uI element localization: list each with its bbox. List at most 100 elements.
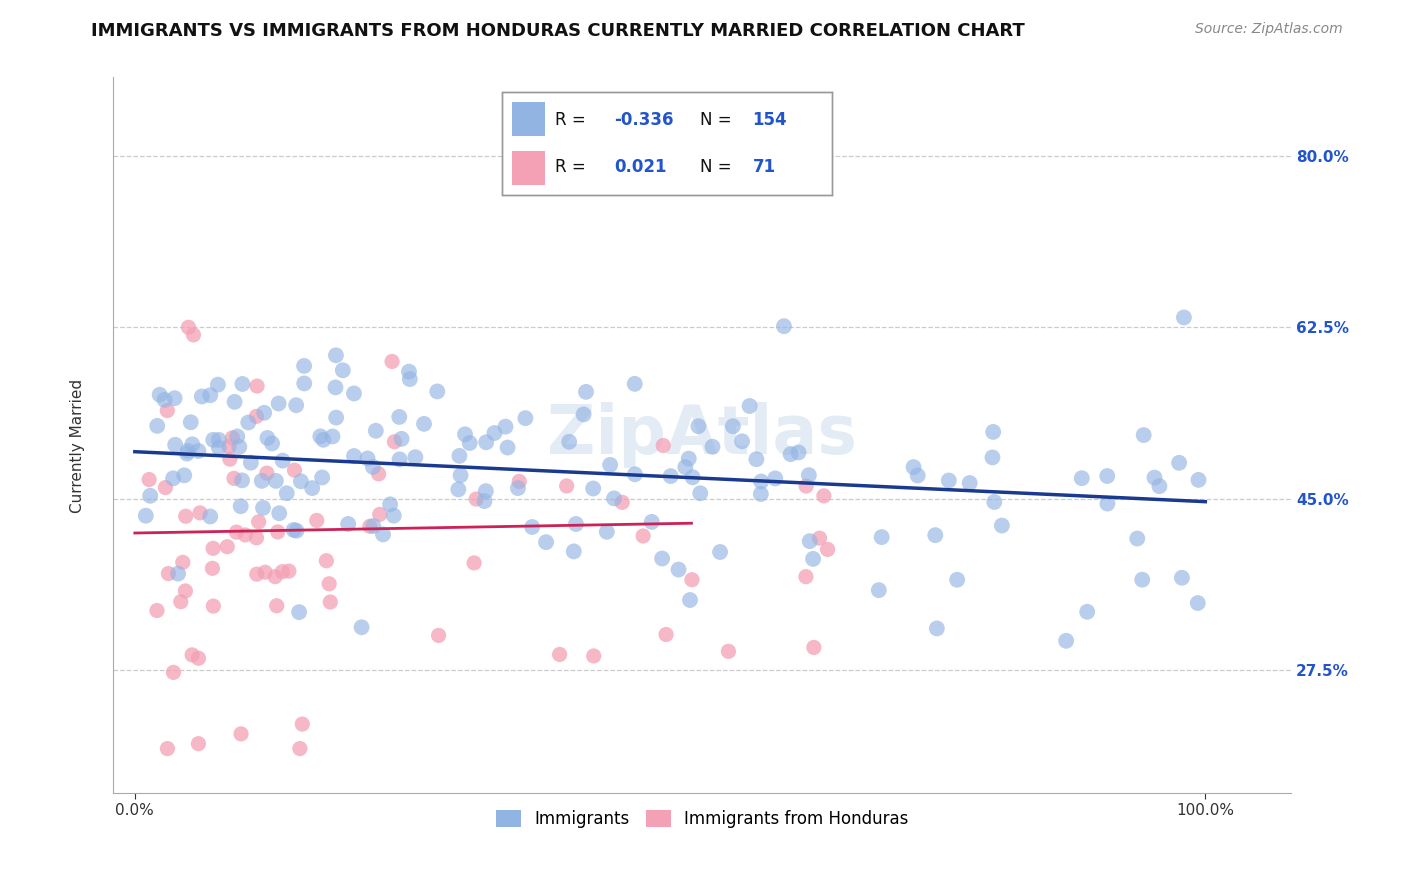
Point (332, 363, 354, 377)
Point (384, 434, 406, 449)
Point (157, 566, 180, 581)
Point (174, 584, 197, 599)
Point (245, 409, 267, 424)
Point (139, 489, 162, 503)
Point (271, 565, 294, 579)
Point (572, 408, 595, 422)
Point (264, 570, 287, 584)
Point (678, 451, 700, 466)
Point (673, 460, 696, 475)
Point (207, 377, 229, 392)
Point (267, 524, 290, 539)
Point (172, 555, 194, 569)
Point (924, 528, 946, 542)
Point (681, 573, 703, 587)
Point (413, 417, 436, 431)
Point (167, 566, 190, 581)
Point (183, 327, 205, 342)
Point (763, 471, 786, 485)
Point (149, 388, 172, 402)
Point (311, 470, 333, 484)
Point (903, 460, 925, 475)
Point (496, 441, 519, 455)
Point (250, 474, 273, 488)
Point (309, 429, 332, 443)
Point (156, 403, 179, 417)
Point (631, 529, 654, 543)
Point (162, 665, 184, 680)
Point (315, 554, 337, 568)
Point (277, 564, 299, 578)
Point (799, 534, 821, 549)
Point (162, 471, 184, 485)
Point (454, 427, 477, 442)
Point (624, 467, 647, 482)
Point (484, 425, 506, 440)
Point (1126, 532, 1149, 546)
Point (1130, 573, 1153, 587)
Point (187, 444, 209, 458)
Point (1097, 497, 1119, 511)
Point (356, 451, 378, 466)
Point (283, 523, 305, 537)
Point (224, 395, 246, 409)
Point (398, 365, 420, 379)
Point (603, 491, 626, 506)
Point (1168, 456, 1191, 470)
Point (221, 431, 243, 445)
Point (368, 508, 391, 522)
Point (218, 440, 240, 454)
Point (1132, 428, 1154, 442)
Point (688, 419, 710, 434)
Point (256, 431, 278, 445)
Point (247, 515, 270, 529)
Point (252, 500, 274, 515)
Point (689, 486, 711, 500)
Point (364, 424, 387, 438)
Point (773, 319, 796, 334)
Point (343, 386, 366, 401)
Point (202, 541, 225, 556)
Point (813, 489, 835, 503)
Point (367, 467, 389, 481)
Point (138, 473, 160, 487)
Point (239, 456, 262, 470)
Point (231, 376, 253, 391)
Point (153, 392, 176, 407)
Text: Currently Married: Currently Married (70, 379, 84, 513)
Point (219, 452, 242, 467)
Point (363, 519, 385, 533)
Point (983, 495, 1005, 509)
Point (191, 389, 214, 403)
Point (787, 445, 810, 459)
Point (495, 419, 517, 434)
Point (391, 432, 413, 446)
Point (682, 470, 704, 484)
Point (388, 452, 411, 467)
Point (659, 469, 682, 483)
Point (231, 474, 253, 488)
Point (208, 441, 231, 455)
Point (794, 570, 817, 584)
Point (350, 620, 373, 634)
Text: IMMIGRANTS VS IMMIGRANTS FROM HONDURAS CURRENTLY MARRIED CORRELATION CHART: IMMIGRANTS VS IMMIGRANTS FROM HONDURAS C… (91, 22, 1025, 40)
Point (1076, 605, 1098, 619)
Point (291, 717, 314, 731)
Point (1097, 469, 1119, 483)
Point (200, 388, 222, 402)
Point (679, 593, 702, 607)
Point (641, 515, 664, 529)
Point (229, 727, 252, 741)
Point (981, 450, 1004, 465)
Point (271, 453, 294, 467)
Point (668, 563, 690, 577)
Point (269, 506, 291, 520)
Point (868, 583, 890, 598)
Point (361, 459, 384, 474)
Point (325, 380, 347, 394)
Point (266, 599, 288, 613)
Point (208, 433, 231, 447)
Point (288, 741, 311, 756)
Point (475, 484, 498, 499)
Point (463, 556, 485, 570)
